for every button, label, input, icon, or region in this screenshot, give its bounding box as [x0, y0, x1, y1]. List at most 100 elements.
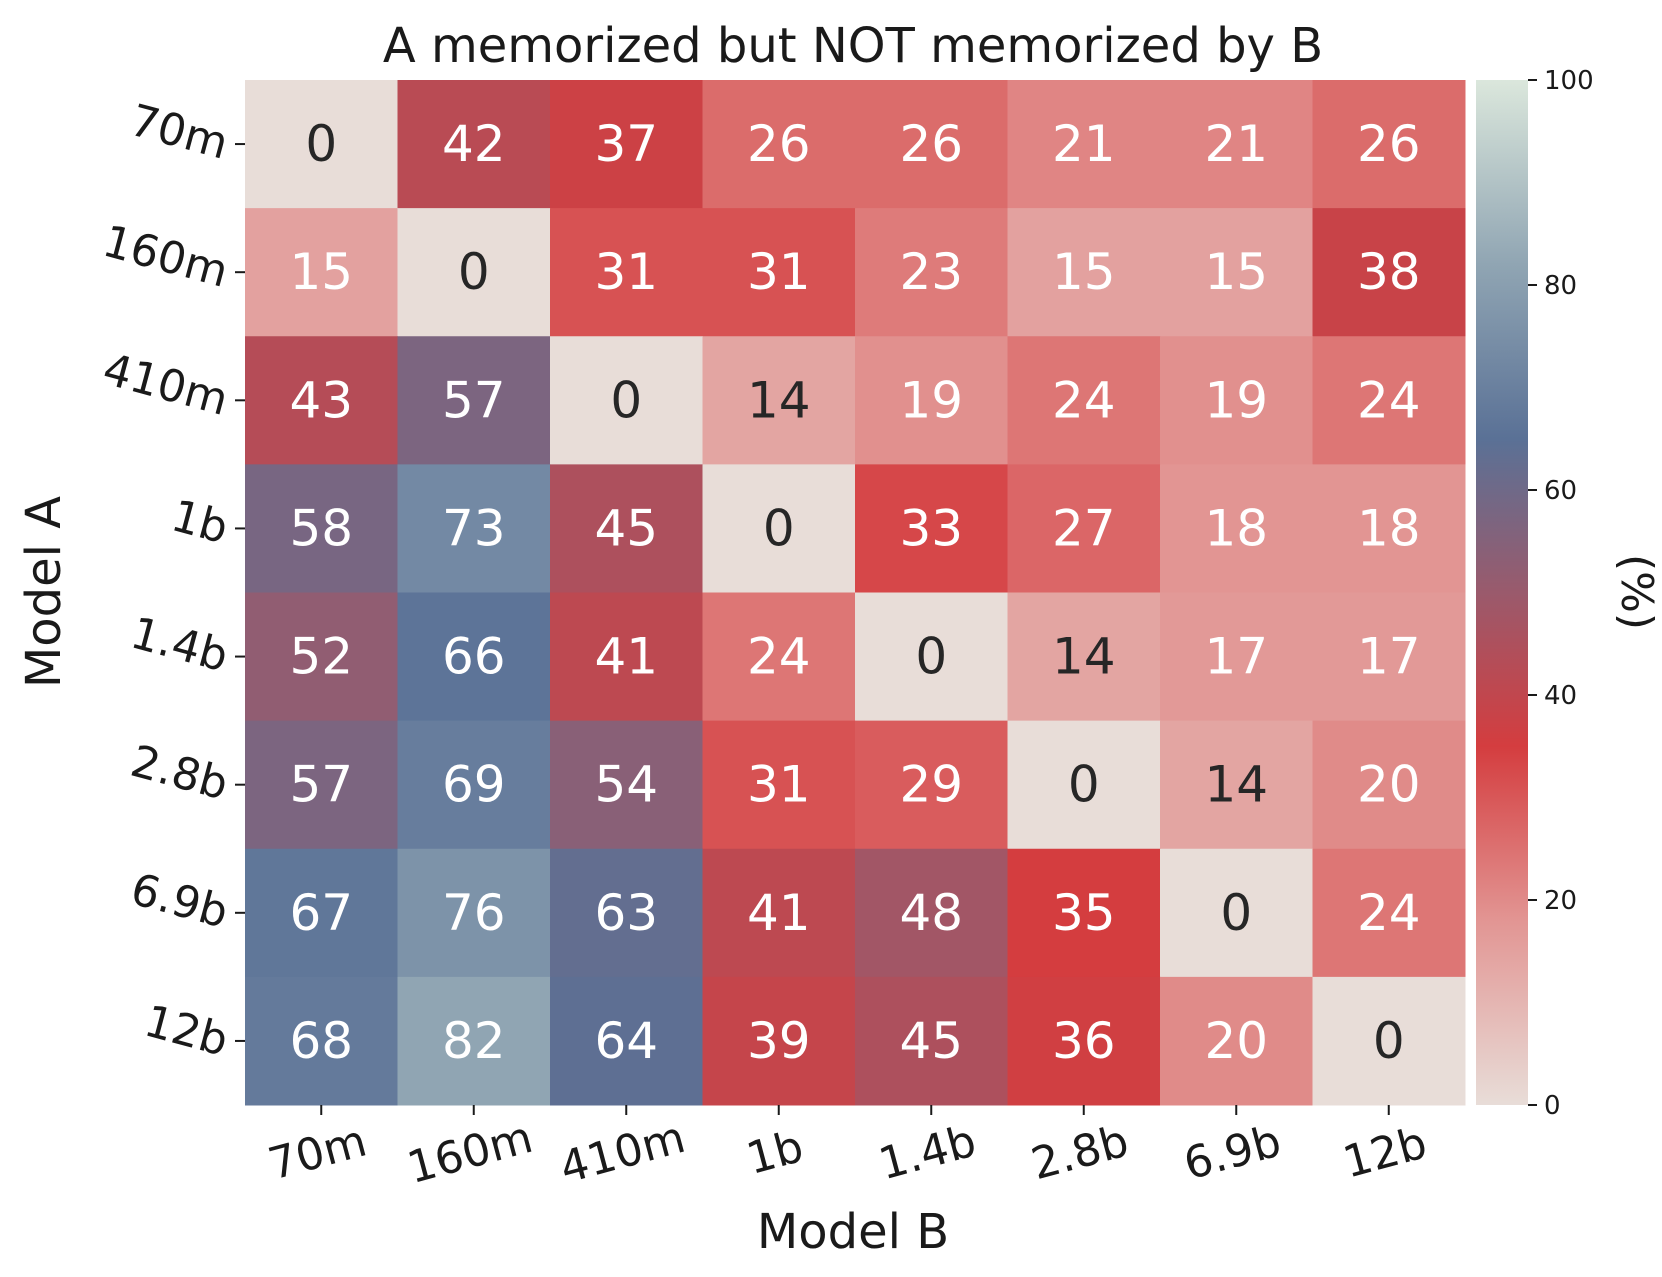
heatmap-cell — [1312, 720, 1466, 850]
heatmap-cell — [245, 848, 398, 978]
heatmap-cell — [397, 464, 551, 593]
cell-value-label: 52 — [289, 628, 353, 686]
heatmap-cell — [1160, 720, 1313, 850]
heatmap-cell — [1160, 848, 1313, 978]
heatmap-cell — [1007, 592, 1161, 722]
heatmap-cell — [245, 336, 398, 465]
heatmap-cell — [1160, 336, 1313, 465]
heatmap-cell — [245, 720, 398, 850]
cell-value-label: 43 — [289, 371, 353, 429]
heatmap-cell — [702, 208, 856, 337]
cell-value-label: 63 — [594, 884, 658, 942]
y-tick-label: 410m — [98, 344, 234, 426]
colorbar-tick-label: 0 — [1544, 1091, 1561, 1121]
heatmap-cell — [702, 336, 856, 465]
heatmap-cell — [550, 208, 703, 337]
colorbar-label: (%) — [1611, 554, 1662, 630]
heatmap-cells — [245, 80, 1466, 1106]
cell-value-label: 0 — [305, 115, 337, 173]
heatmap-cell — [702, 720, 856, 850]
cell-value-label: 15 — [1204, 243, 1268, 301]
cell-value-label: 18 — [1357, 499, 1421, 557]
heatmap-cell — [550, 464, 703, 593]
cell-value-label: 27 — [1052, 499, 1116, 557]
x-axis: 70m 160m 410m 1b 1.4b 2.8b 6.9b 12b — [263, 1105, 1432, 1194]
x-tick-label: 410m — [555, 1112, 691, 1194]
x-tick-label: 70m — [263, 1116, 372, 1191]
heatmap-cell — [1160, 208, 1313, 337]
cell-value-label: 42 — [442, 115, 506, 173]
cell-value-label: 17 — [1204, 628, 1268, 686]
heatmap-cell — [1007, 976, 1161, 1106]
y-tick-label: 2.8b — [126, 736, 234, 811]
cell-value-label: 19 — [899, 371, 963, 429]
colorbar — [1476, 80, 1528, 1105]
cell-value-label: 41 — [594, 628, 658, 686]
cell-value-label: 35 — [1052, 884, 1116, 942]
heatmap-cell — [702, 80, 856, 209]
y-tick-label: 12b — [139, 996, 233, 1067]
cell-value-label: 39 — [747, 1012, 811, 1070]
cell-value-label: 45 — [594, 499, 658, 557]
y-tick-label: 6.9b — [126, 864, 234, 939]
heatmap-cell — [855, 208, 1008, 337]
cell-value-label: 18 — [1204, 499, 1268, 557]
cell-value-label: 15 — [289, 243, 353, 301]
heatmap-cell — [855, 976, 1008, 1106]
heatmap-cell — [397, 80, 551, 209]
heatmap-cell — [550, 848, 703, 978]
y-axis: 70m 160m 410m 1b 1.4b 2.8b 6.9b 12b — [98, 95, 245, 1067]
heatmap-cell — [397, 720, 551, 850]
cell-value-label: 48 — [899, 884, 963, 942]
heatmap-cell-labels: 0 42 37 26 26 21 21 26 15 0 31 31 23 15 15 38 43 57 0 14 19 2… — [289, 115, 1420, 1070]
cell-value-label: 57 — [289, 756, 353, 814]
cell-value-label: 24 — [1052, 371, 1116, 429]
heatmap-cell — [1160, 464, 1313, 593]
cell-value-label: 14 — [747, 371, 811, 429]
cell-value-label: 57 — [442, 371, 506, 429]
x-tick-label: 12b — [1338, 1118, 1432, 1189]
heatmap-cell — [245, 976, 398, 1106]
x-tick-label: 160m — [402, 1112, 538, 1194]
heatmap-cell — [397, 592, 551, 722]
heatmap-cell — [1007, 336, 1161, 465]
heatmap-cell — [550, 720, 703, 850]
cell-value-label: 14 — [1204, 756, 1268, 814]
cell-value-label: 36 — [1052, 1012, 1116, 1070]
heatmap-cell — [1160, 976, 1313, 1106]
heatmap-cell — [1160, 80, 1313, 209]
chart-title: A memorized but NOT memorized by B — [383, 18, 1323, 74]
cell-value-label: 68 — [289, 1012, 353, 1070]
cell-value-label: 0 — [915, 628, 947, 686]
cell-value-label: 73 — [442, 499, 506, 557]
cell-value-label: 21 — [1204, 115, 1268, 173]
heatmap-cell — [550, 336, 703, 465]
x-axis-label: Model B — [757, 1204, 949, 1260]
colorbar-tick-label: 80 — [1544, 271, 1577, 301]
heatmap-cell — [1312, 848, 1466, 978]
heatmap-cell — [702, 848, 856, 978]
cell-value-label: 45 — [899, 1012, 963, 1070]
heatmap-cell — [1007, 720, 1161, 850]
cell-value-label: 0 — [1220, 884, 1252, 942]
cell-value-label: 0 — [1068, 756, 1100, 814]
colorbar-tick-label: 60 — [1544, 476, 1577, 506]
heatmap-cell — [855, 464, 1008, 593]
cell-value-label: 31 — [594, 243, 658, 301]
cell-value-label: 64 — [594, 1012, 658, 1070]
cell-value-label: 20 — [1204, 1012, 1268, 1070]
heatmap-cell — [245, 464, 398, 593]
cell-value-label: 26 — [1357, 115, 1421, 173]
heatmap-cell — [1160, 592, 1313, 722]
colorbar-tick-label: 100 — [1544, 66, 1594, 96]
y-tick-label: 1b — [166, 490, 233, 554]
cell-value-label: 67 — [289, 884, 353, 942]
cell-value-label: 41 — [747, 884, 811, 942]
heatmap-cell — [855, 80, 1008, 209]
colorbar-ticks: 0 20 40 60 80 100 — [1528, 66, 1594, 1121]
heatmap-cell — [702, 592, 856, 722]
heatmap-cell — [1312, 208, 1466, 337]
heatmap-cell — [855, 336, 1008, 465]
cell-value-label: 0 — [458, 243, 490, 301]
